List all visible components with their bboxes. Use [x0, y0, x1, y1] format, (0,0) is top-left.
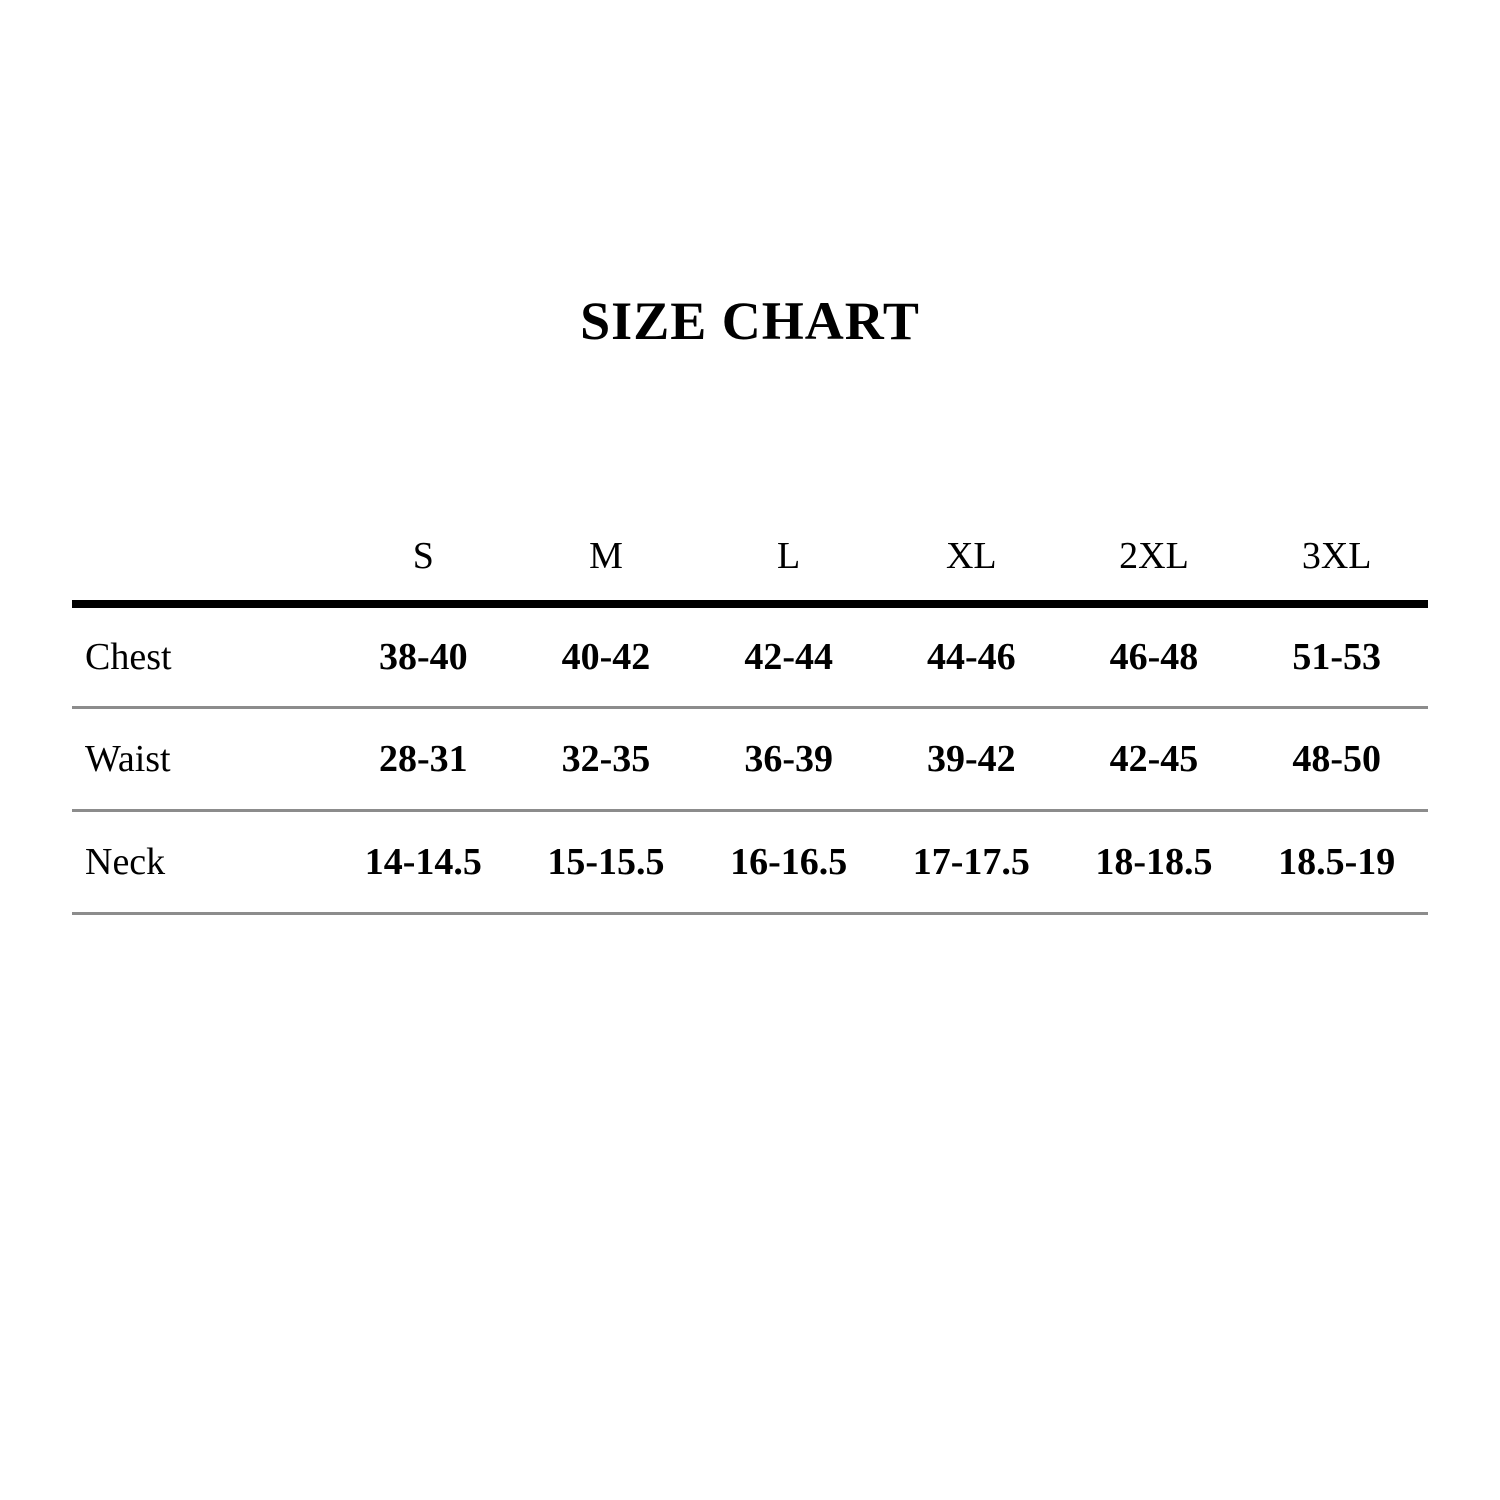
- neck-value-2xl: 18-18.5: [1062, 810, 1246, 915]
- corner-cell: [72, 512, 332, 608]
- header-row: S M L XL 2XL 3XL: [72, 512, 1428, 608]
- table-row-neck: Neck 14-14.5 15-15.5 16-16.5 17-17.5 18-…: [72, 810, 1428, 915]
- neck-value-l: 16-16.5: [697, 810, 880, 915]
- chest-value-s: 38-40: [332, 604, 515, 709]
- neck-value-3xl: 18.5-19: [1245, 810, 1428, 915]
- row-label-neck: Neck: [72, 810, 332, 915]
- column-header-2xl: 2XL: [1062, 512, 1246, 608]
- table-row-chest: Chest 38-40 40-42 42-44 44-46 46-48 51-5…: [72, 604, 1428, 709]
- waist-value-m: 32-35: [514, 707, 698, 812]
- column-header-m: M: [514, 512, 698, 608]
- page-title: SIZE CHART: [580, 291, 920, 351]
- column-header-l: L: [697, 512, 880, 608]
- column-header-3xl: 3XL: [1245, 512, 1428, 608]
- chest-value-xl: 44-46: [879, 604, 1063, 709]
- waist-value-l: 36-39: [697, 707, 880, 812]
- waist-value-2xl: 42-45: [1062, 707, 1246, 812]
- column-header-xl: XL: [879, 512, 1063, 608]
- row-label-chest: Chest: [72, 604, 332, 709]
- neck-value-xl: 17-17.5: [879, 810, 1063, 915]
- waist-value-3xl: 48-50: [1245, 707, 1428, 812]
- neck-value-m: 15-15.5: [514, 810, 698, 915]
- chest-value-3xl: 51-53: [1245, 604, 1428, 709]
- table-row-waist: Waist 28-31 32-35 36-39 39-42 42-45 48-5…: [72, 707, 1428, 812]
- column-header-s: S: [332, 512, 515, 608]
- waist-value-s: 28-31: [332, 707, 515, 812]
- chest-value-l: 42-44: [697, 604, 880, 709]
- row-label-waist: Waist: [72, 707, 332, 812]
- chest-value-2xl: 46-48: [1062, 604, 1246, 709]
- size-chart-table: S M L XL 2XL 3XL Chest 38-40 40-42 42-44…: [72, 512, 1428, 915]
- chest-value-m: 40-42: [514, 604, 698, 709]
- neck-value-s: 14-14.5: [332, 810, 515, 915]
- waist-value-xl: 39-42: [879, 707, 1063, 812]
